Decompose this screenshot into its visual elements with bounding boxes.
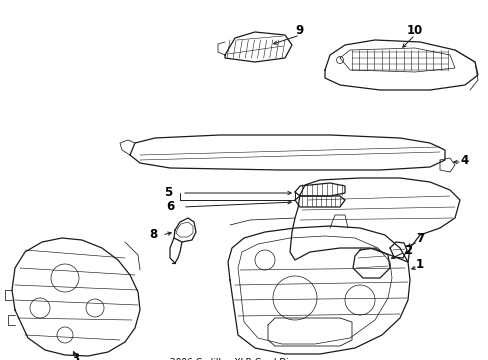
- Text: 9: 9: [295, 23, 304, 36]
- Text: 2: 2: [403, 243, 411, 256]
- Text: 2006 Cadillac XLR Cowl Diagram: 2006 Cadillac XLR Cowl Diagram: [170, 358, 317, 360]
- Text: 5: 5: [163, 185, 172, 198]
- Text: 7: 7: [415, 231, 423, 244]
- Text: 1: 1: [415, 258, 423, 271]
- Text: 3: 3: [71, 351, 79, 360]
- Text: 10: 10: [406, 23, 422, 36]
- Text: 4: 4: [460, 153, 468, 166]
- Text: 8: 8: [148, 229, 157, 242]
- Text: 6: 6: [165, 201, 174, 213]
